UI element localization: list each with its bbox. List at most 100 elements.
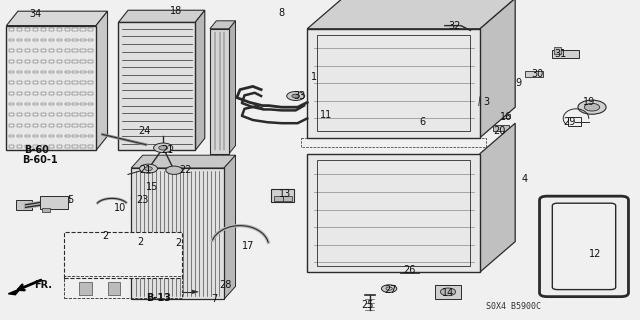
Text: 28: 28	[219, 280, 232, 291]
Bar	[56, 50, 61, 52]
Bar	[64, 276, 182, 298]
Bar	[56, 39, 61, 41]
Bar	[271, 189, 294, 202]
Bar	[81, 135, 86, 137]
Circle shape	[287, 92, 305, 100]
Bar	[88, 135, 93, 137]
Polygon shape	[6, 11, 108, 26]
Bar	[118, 22, 195, 150]
Bar	[56, 113, 61, 116]
Text: 19: 19	[582, 97, 595, 108]
Bar	[56, 28, 61, 31]
Bar	[41, 135, 46, 137]
Bar	[17, 113, 22, 116]
Bar	[41, 145, 46, 148]
Bar	[33, 103, 38, 105]
FancyBboxPatch shape	[552, 203, 616, 290]
Bar	[49, 113, 54, 116]
Bar	[9, 81, 14, 84]
Bar	[400, 265, 419, 273]
Text: 4: 4	[522, 174, 528, 184]
Polygon shape	[192, 290, 198, 294]
Bar	[65, 124, 70, 126]
Bar	[49, 103, 54, 105]
Bar	[72, 135, 77, 137]
Bar	[146, 252, 159, 269]
Bar	[41, 81, 46, 84]
Text: 17: 17	[242, 241, 255, 252]
Bar	[88, 60, 93, 63]
Bar	[72, 103, 77, 105]
Bar	[49, 50, 54, 52]
Bar	[88, 113, 93, 116]
Polygon shape	[480, 123, 515, 272]
Text: 13: 13	[278, 188, 291, 199]
Bar	[41, 103, 46, 105]
Polygon shape	[8, 289, 20, 295]
Circle shape	[584, 103, 600, 111]
Text: B-60-1: B-60-1	[22, 155, 58, 165]
Bar	[81, 145, 86, 148]
Text: 8: 8	[278, 8, 285, 18]
Text: 18: 18	[170, 6, 182, 16]
Bar	[25, 50, 30, 52]
Polygon shape	[224, 155, 236, 299]
Bar	[525, 71, 543, 77]
Bar	[65, 39, 70, 41]
Bar	[25, 71, 30, 73]
Text: 21: 21	[161, 145, 174, 156]
Bar	[136, 282, 149, 295]
Bar	[274, 196, 283, 201]
Bar	[9, 39, 14, 41]
Text: 2: 2	[175, 238, 181, 248]
Bar	[17, 71, 22, 73]
Bar	[56, 60, 61, 63]
Text: S0X4 B5900C: S0X4 B5900C	[486, 302, 541, 311]
Bar	[81, 92, 86, 95]
Bar	[33, 28, 38, 31]
Bar	[108, 282, 120, 295]
Bar	[64, 232, 182, 278]
Text: 3: 3	[483, 97, 490, 108]
Bar	[49, 81, 54, 84]
Bar	[25, 103, 30, 105]
Bar	[72, 81, 77, 84]
Bar	[72, 50, 77, 52]
Bar	[56, 145, 61, 148]
Bar	[72, 39, 77, 41]
Bar	[9, 145, 14, 148]
Bar	[88, 92, 93, 95]
Text: B-60: B-60	[24, 145, 49, 156]
Bar	[49, 60, 54, 63]
Circle shape	[166, 166, 182, 174]
Bar	[33, 39, 38, 41]
Bar	[25, 145, 30, 148]
Text: 11: 11	[320, 110, 333, 120]
Bar	[49, 124, 54, 126]
Polygon shape	[131, 155, 236, 168]
Bar	[41, 50, 46, 52]
Circle shape	[140, 164, 157, 173]
Text: 23: 23	[136, 195, 148, 205]
Text: 16: 16	[499, 112, 512, 122]
Text: 26: 26	[403, 265, 416, 276]
Bar	[17, 124, 22, 126]
Circle shape	[131, 195, 144, 202]
Bar	[56, 135, 61, 137]
Circle shape	[145, 167, 152, 171]
Bar	[65, 28, 70, 31]
Bar	[493, 125, 509, 131]
Text: 27: 27	[384, 284, 397, 295]
Bar	[33, 145, 38, 148]
Text: 1: 1	[310, 72, 317, 82]
Bar	[81, 60, 86, 63]
Bar	[17, 92, 22, 95]
Bar	[81, 39, 86, 41]
Circle shape	[381, 285, 397, 292]
Bar	[41, 124, 46, 126]
Bar	[33, 92, 38, 95]
Bar	[81, 103, 86, 105]
Bar	[9, 103, 14, 105]
Bar	[41, 113, 46, 116]
Text: 12: 12	[589, 249, 602, 260]
